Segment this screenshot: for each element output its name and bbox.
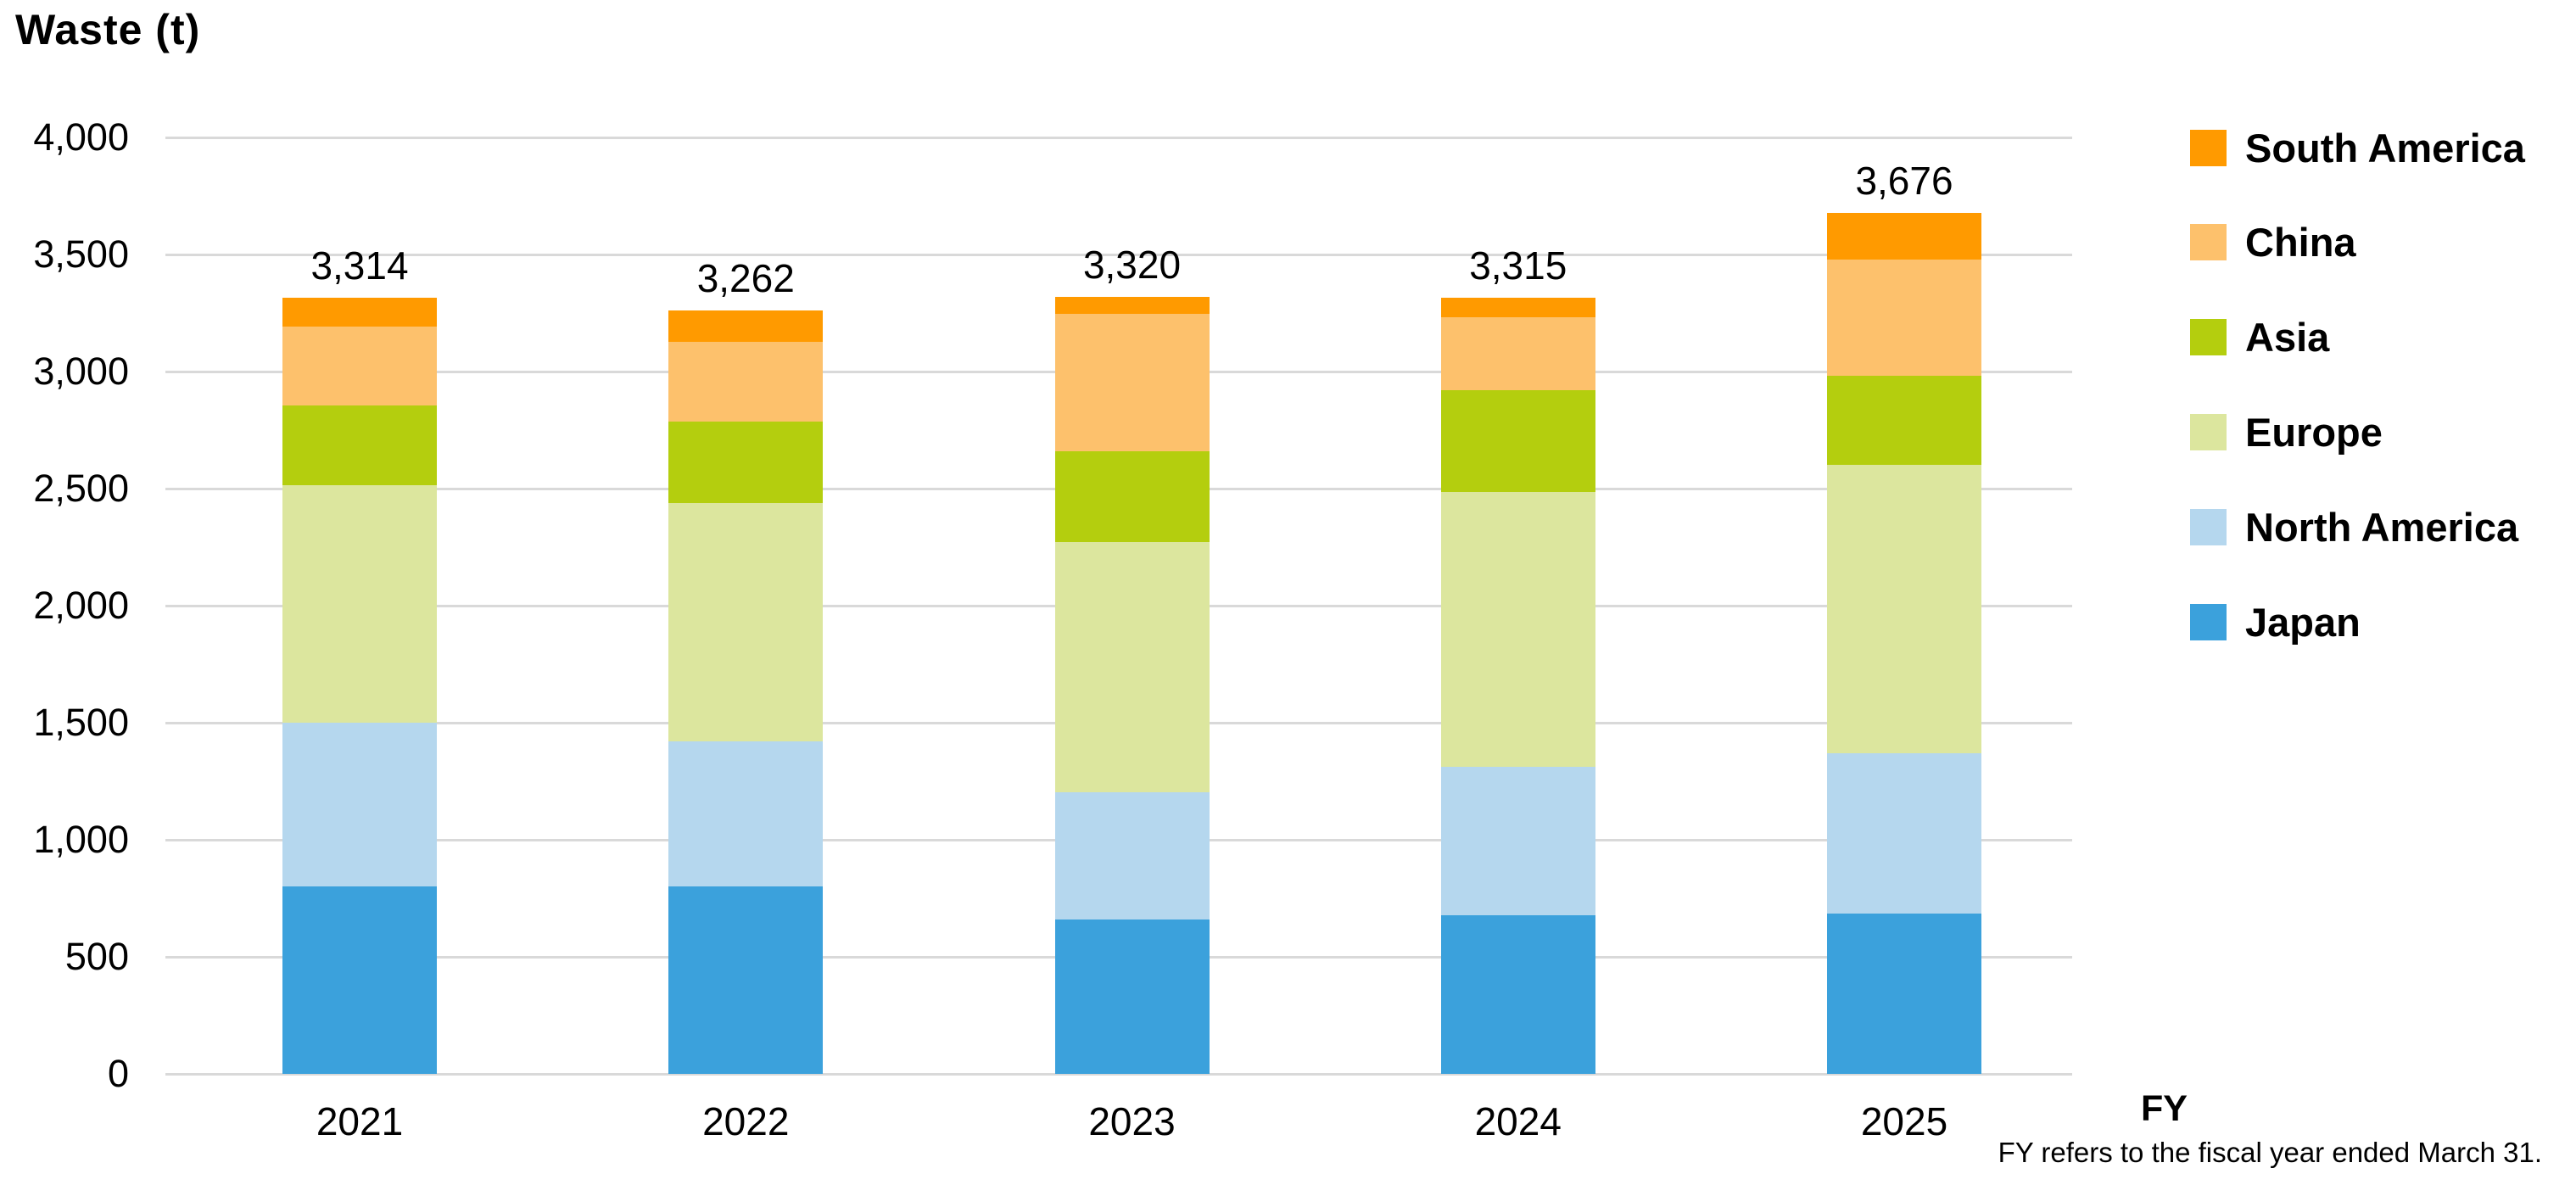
bar-segment-south-america [668,310,824,342]
y-axis-tick-label: 1,000 [33,818,129,861]
legend-swatch-icon [2190,508,2227,545]
bar-segment-asia [1827,376,1981,465]
bar-segment-japan [668,886,824,1074]
legend-item-south-america: South America [2190,118,2525,177]
legend-item-japan: Japan [2190,592,2361,651]
x-axis-tick-label: 2024 [1474,1099,1562,1143]
y-axis-tick-label: 1,500 [33,701,129,744]
bar-segment-japan [1054,919,1210,1074]
legend-item-europe: Europe [2190,402,2383,461]
bar-segment-europe [668,502,824,741]
bar-segment-asia [668,422,824,503]
x-axis-tick-label: 2021 [316,1099,404,1143]
y-axis-tick-label: 3,500 [33,232,129,276]
y-axis-tick-label: 2,000 [33,584,129,627]
bar-segment-china [282,327,437,405]
bar-segment-japan [282,886,437,1074]
legend-item-asia: Asia [2190,308,2329,367]
bar-total-label: 3,314 [310,243,409,288]
legend-label: South America [2245,125,2525,170]
bar-segment-north-america [668,741,824,887]
x-axis-tick-label: 2025 [1860,1099,1948,1143]
legend-label: Japan [2245,599,2361,645]
x-axis-title: FY [2141,1088,2188,1129]
bar-segment-europe [282,484,437,723]
bar-segment-south-america [1440,298,1595,317]
gridline [165,136,2072,139]
bar-segment-japan [1827,914,1981,1074]
y-axis-tick-label: 500 [64,935,129,978]
bar-segment-europe [1440,492,1595,768]
x-axis-line [165,1072,2072,1076]
legend-label: Asia [2245,315,2330,361]
legend-swatch-icon [2190,224,2227,261]
x-axis-tick-label: 2023 [1088,1099,1176,1143]
bar-segment-europe [1827,464,1981,754]
bar-segment-north-america [1440,767,1595,915]
bar-total-label: 3,320 [1082,242,1182,287]
bar-segment-china [1827,259,1981,377]
legend-label: Europe [2245,409,2383,455]
legend-item-china: China [2190,213,2356,272]
bar-segment-north-america [1054,792,1210,919]
gridline [165,253,2072,256]
legend-item-north-america: North America [2190,497,2518,556]
bar-segment-china [1054,314,1210,452]
bar-segment-asia [1054,451,1210,543]
chart-title: Waste (t) [15,6,201,53]
bar-segment-south-america [1827,213,1981,260]
footnote: FY refers to the fiscal year ended March… [1998,1137,2542,1168]
legend-swatch-icon [2190,319,2227,356]
bar-segment-japan [1440,914,1595,1074]
bar-segment-south-america [282,298,437,327]
bar-segment-south-america [1054,296,1210,315]
bar-segment-asia [1440,390,1595,493]
bar-total-label: 3,315 [1469,243,1567,288]
bar-segment-china [668,341,824,422]
bar-segment-europe [1054,542,1210,793]
y-axis-tick-label: 4,000 [33,115,129,159]
y-axis-tick-label: 0 [107,1052,129,1095]
legend-swatch-icon [2190,603,2227,640]
y-axis-tick-label: 2,500 [33,467,129,510]
bar-total-label: 3,676 [1855,159,1953,204]
y-axis-tick-label: 3,000 [33,349,129,393]
legend-swatch-icon [2190,129,2227,166]
bar-segment-north-america [1827,753,1981,914]
x-axis-tick-label: 2022 [702,1099,790,1143]
bar-segment-asia [282,405,437,485]
legend-label: China [2245,220,2356,266]
legend-label: North America [2245,504,2519,550]
bar-total-label: 3,262 [696,255,795,300]
legend-swatch-icon [2190,413,2227,450]
bar-segment-north-america [282,723,437,887]
bar-segment-china [1440,316,1595,391]
